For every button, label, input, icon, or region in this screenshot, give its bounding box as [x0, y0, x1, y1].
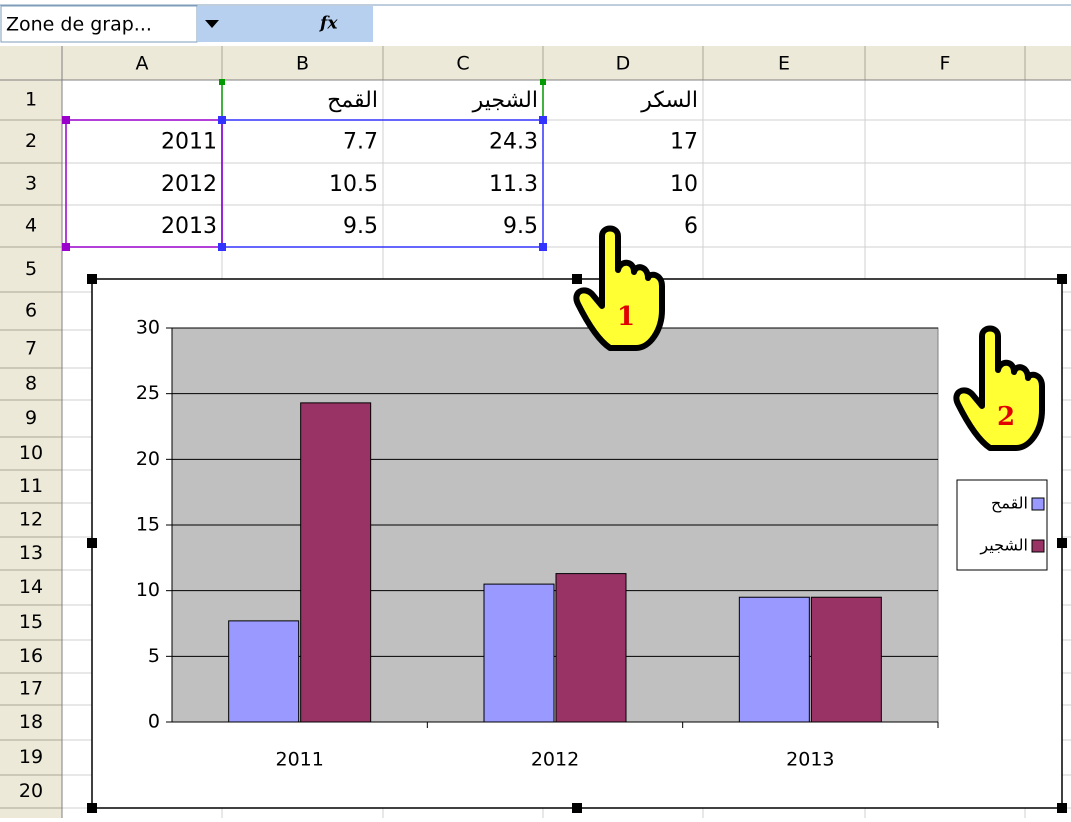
x-tick-label: 2013: [786, 749, 834, 771]
row-header: 8: [25, 373, 37, 395]
column-header: E: [778, 53, 790, 75]
cell: 2011: [161, 130, 217, 155]
cell: 11.3: [489, 172, 538, 197]
chart-handle: [87, 803, 97, 813]
cell: 24.3: [489, 130, 538, 155]
legend-label: القمح: [991, 494, 1028, 514]
row-header: 13: [19, 542, 43, 564]
range-handle: [62, 243, 70, 251]
bar: [483, 583, 555, 723]
row-header: 3: [25, 173, 37, 195]
y-tick-label: 25: [136, 382, 160, 404]
x-tick-label: 2011: [275, 749, 323, 771]
cell: 17: [670, 130, 698, 155]
pointer-annotation: 2: [953, 325, 1045, 451]
y-tick-label: 10: [136, 579, 160, 601]
row-header: 20: [19, 780, 43, 802]
range-handle: [218, 243, 226, 251]
chart-handle: [87, 538, 97, 548]
row-header: 5: [25, 258, 37, 280]
row-header: 17: [19, 678, 43, 700]
row-header: 12: [19, 509, 43, 531]
range-handle: [218, 116, 226, 124]
row-header: 16: [19, 645, 43, 667]
legend-swatch: [1031, 539, 1045, 553]
row-header-bar: [0, 46, 62, 818]
y-tick-label: 5: [148, 645, 160, 667]
chart-handle: [1057, 274, 1067, 284]
hand-icon: [573, 225, 665, 351]
column-header: F: [940, 53, 951, 75]
formula-buttons: [227, 6, 373, 42]
column-header: D: [616, 53, 631, 75]
bar: [555, 573, 627, 723]
row-header: 4: [25, 215, 37, 237]
hand-icon: [953, 325, 1045, 451]
bar: [228, 620, 300, 723]
row-header: 11: [19, 475, 43, 497]
cell: 10: [670, 172, 698, 197]
chart-handle: [572, 274, 582, 284]
legend-label: الشجير: [979, 536, 1028, 556]
cell: 2012: [161, 172, 217, 197]
row-header: 9: [25, 407, 37, 429]
column-header-bar: [0, 46, 1071, 80]
y-tick-label: 20: [136, 448, 160, 470]
dropdown-arrow: [205, 20, 219, 28]
chart-handle: [1057, 803, 1067, 813]
row-header: 10: [19, 442, 43, 464]
row-header: 15: [19, 611, 43, 633]
row-header: 19: [19, 746, 43, 768]
column-header: A: [136, 53, 149, 75]
cell: 9.5: [343, 214, 378, 239]
pointer-number: 1: [617, 302, 635, 332]
y-tick-label: 30: [136, 317, 160, 339]
chart-handle: [572, 803, 582, 813]
y-tick-label: 15: [136, 514, 160, 536]
name-box[interactable]: [0, 5, 198, 43]
range-handle: [539, 243, 547, 251]
fx-button[interactable]: fx: [319, 14, 338, 34]
range-handle: [62, 116, 70, 124]
range-handle: [539, 116, 547, 124]
row-header: 7: [25, 338, 37, 360]
row-header: 18: [19, 711, 43, 733]
cell: 7.7: [343, 130, 378, 155]
cell: القمح: [327, 88, 378, 113]
column-header: C: [456, 53, 469, 75]
row-header: 1: [25, 89, 37, 111]
legend: [956, 479, 1048, 571]
name-box-text: Zone de grap...: [6, 14, 152, 36]
row-header: 14: [19, 576, 43, 598]
chart-handle: [1057, 538, 1067, 548]
range-handle: [540, 79, 546, 85]
bar: [738, 596, 810, 723]
cell: 10.5: [329, 172, 378, 197]
cell: 2013: [161, 214, 217, 239]
cell: السكر: [640, 88, 698, 113]
bar: [300, 402, 372, 723]
cell: الشجير: [472, 88, 538, 113]
legend-swatch: [1031, 497, 1045, 511]
x-tick-label: 2012: [531, 749, 579, 771]
range-highlight-categories: [65, 119, 223, 248]
pointer-annotation: 1: [573, 225, 665, 351]
cell: 6: [684, 214, 698, 239]
y-tick-label: 0: [148, 711, 160, 733]
pointer-number: 2: [997, 402, 1015, 432]
chart-handle: [87, 274, 97, 284]
row-header: 6: [25, 300, 37, 322]
column-header: B: [296, 53, 309, 75]
cell: 9.5: [503, 214, 538, 239]
range-handle: [219, 79, 225, 85]
row-header: 2: [25, 130, 37, 152]
bar: [810, 596, 882, 723]
